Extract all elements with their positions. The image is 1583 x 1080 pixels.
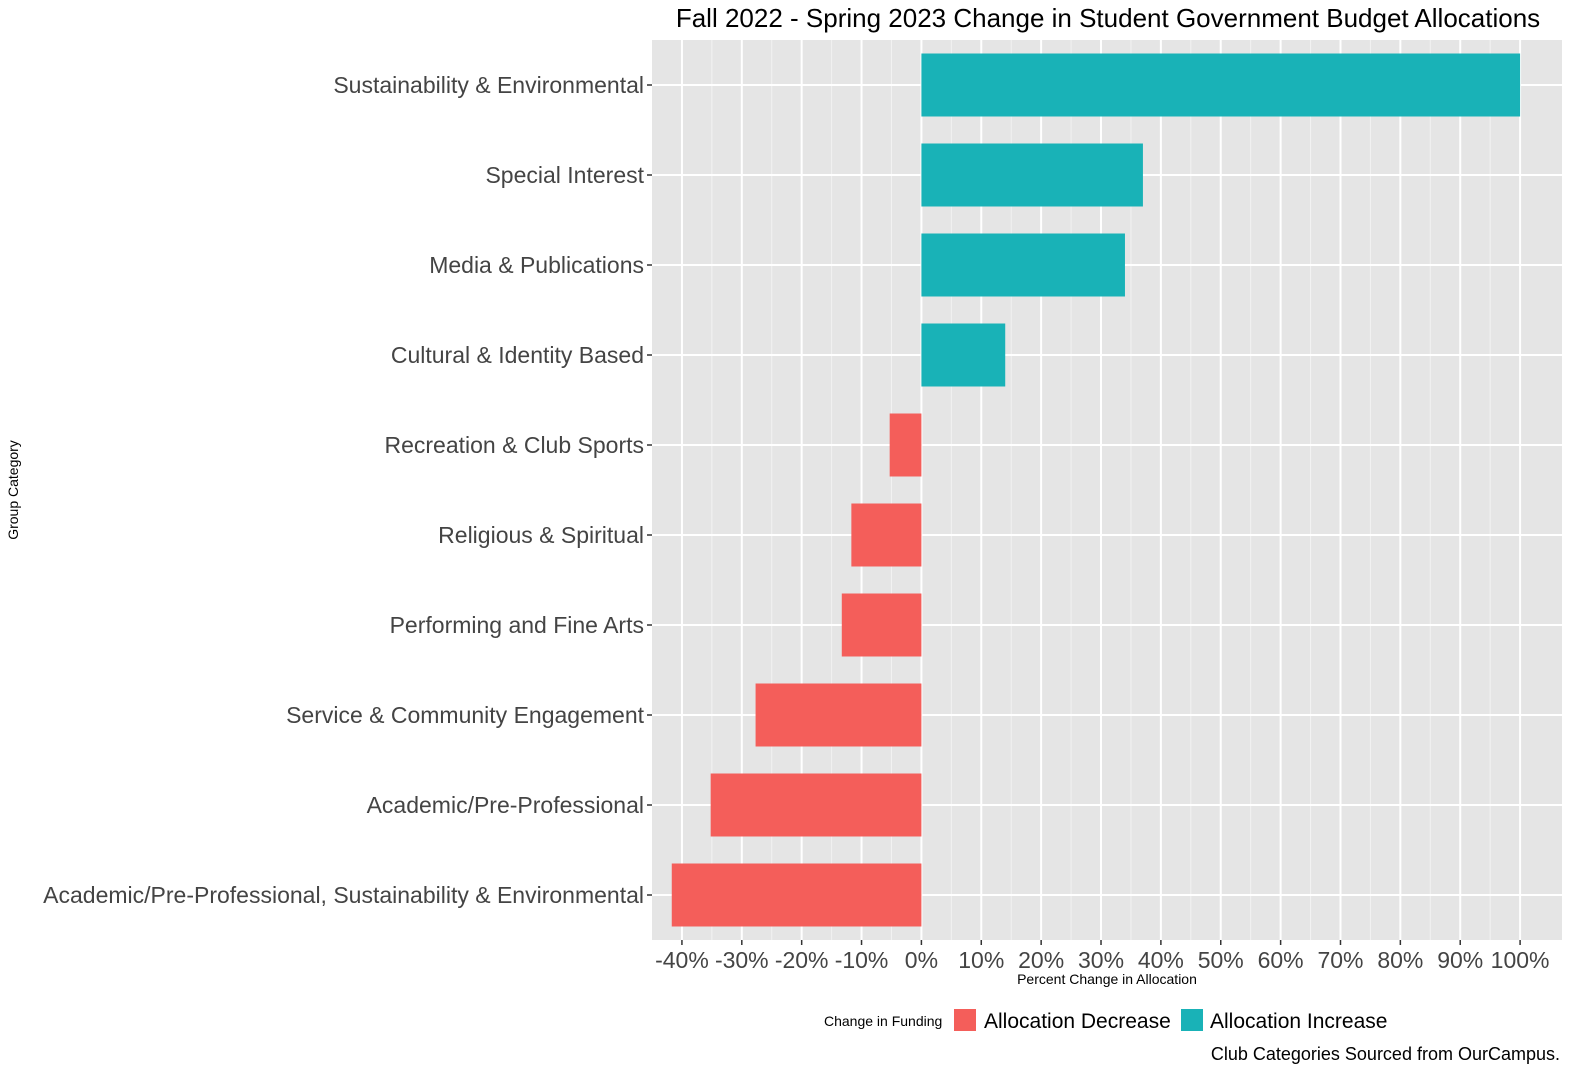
category-label: Religious & Spiritual [438,522,644,548]
bar [921,143,1143,207]
category-label: Academic/Pre-Professional [367,792,644,818]
category-label: Performing and Fine Arts [390,612,644,638]
bar [889,413,922,477]
legend: Change in Funding Allocation Decrease Al… [824,1009,1387,1033]
x-tick-label: -10% [835,947,889,973]
x-tick-label: 100% [1491,947,1550,973]
x-tick-label: 60% [1258,947,1304,973]
y-axis: Sustainability & Environmental Special In… [43,72,652,908]
bar [710,773,922,837]
bar [851,503,922,567]
x-axis: -40% -30% -20% -10% 0% 10% 20% 30% 40% 50% 60% 70% 8… [655,940,1550,973]
bars-group [671,53,1521,927]
bar [921,233,1125,297]
x-axis-title: Percent Change in Allocation [1017,971,1197,987]
category-label: Recreation & Club Sports [384,432,644,458]
legend-label-decrease: Allocation Decrease [984,1010,1171,1033]
x-tick-label: -30% [715,947,769,973]
x-tick-label: 80% [1377,947,1423,973]
legend-swatch-increase [1181,1009,1203,1031]
x-tick-label: 10% [958,947,1004,973]
category-label: Service & Community Engagement [286,702,645,728]
legend-label-increase: Allocation Increase [1210,1010,1387,1033]
x-tick-label: -40% [655,947,709,973]
x-tick-label: 0% [905,947,938,973]
legend-title: Change in Funding [824,1013,942,1029]
category-label: Cultural & Identity Based [391,342,644,368]
x-tick-label: 30% [1078,947,1124,973]
bar [921,323,1006,387]
x-tick-label: 20% [1018,947,1064,973]
category-label: Academic/Pre-Professional, Sustainabilit… [43,882,644,908]
y-axis-title: Group Category [5,440,21,540]
bar [671,863,922,927]
x-tick-label: 70% [1317,947,1363,973]
x-tick-label: 90% [1437,947,1483,973]
category-label: Media & Publications [429,252,644,278]
category-label: Sustainability & Environmental [333,72,644,98]
x-tick-label: 40% [1138,947,1184,973]
x-tick-label: 50% [1198,947,1244,973]
bar [841,593,922,657]
category-label: Special Interest [485,162,644,188]
chart-caption: Club Categories Sourced from OurCampus. [1211,1044,1560,1064]
chart-title: Fall 2022 - Spring 2023 Change in Studen… [676,3,1540,33]
bar [755,683,922,747]
x-tick-label: -20% [775,947,829,973]
bar [921,53,1521,117]
legend-swatch-decrease [954,1009,976,1031]
